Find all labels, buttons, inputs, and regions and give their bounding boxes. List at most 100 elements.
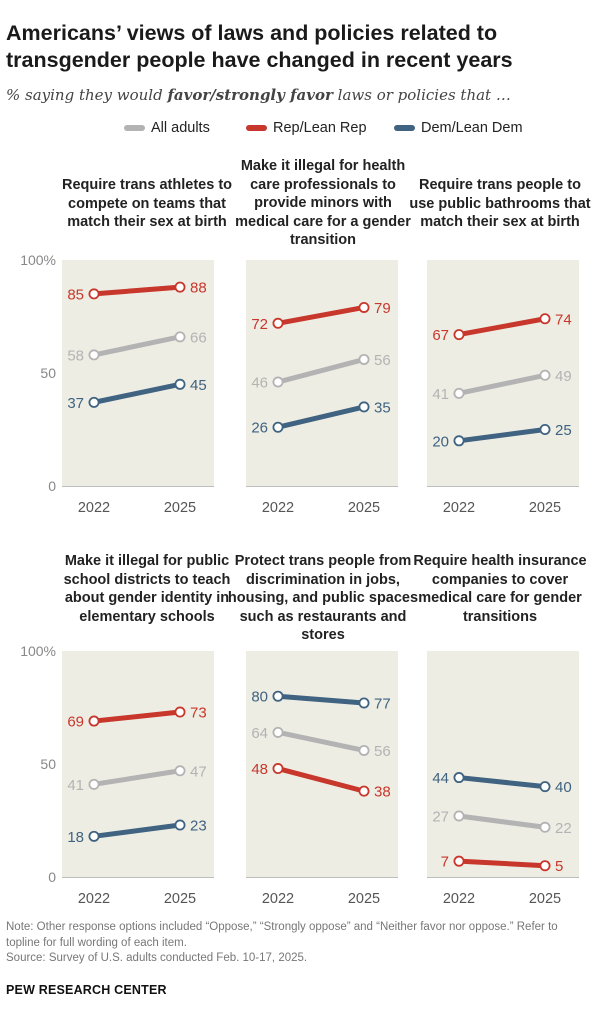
panel-title-6: Require health insurance companies to co… [413, 553, 587, 625]
subtitle-prefix: % saying they would [6, 86, 168, 104]
panel-6-all-line [456, 813, 548, 830]
panel-3-all-point-end [539, 369, 551, 381]
panel-3-all-line [456, 372, 548, 396]
panel-1-dem-line [91, 381, 183, 405]
source-text: Source: Survey of U.S. adults conducted … [6, 952, 308, 964]
panel-6-all-label-end: 22 [555, 820, 572, 837]
panel-1-all-point-end [174, 331, 186, 343]
panel-3-all-label-start: 41 [432, 386, 449, 403]
panel-2-dem-label-end: 35 [374, 399, 391, 416]
panel-2-dem-label-start: 26 [251, 420, 268, 437]
panel-title-1: Require trans athletes to compete on tea… [61, 177, 232, 230]
panel-1-all-label-end: 66 [190, 329, 207, 346]
panel-4-all-label-start: 41 [67, 777, 84, 794]
footnote: Note: Other response options included “O… [6, 920, 586, 967]
panel-2-rep-label-start: 72 [251, 316, 268, 333]
panel-4-rep-label-start: 69 [67, 714, 84, 731]
panel-2-dem-line [275, 404, 367, 430]
panel-4-xtick-2025: 2025 [164, 891, 196, 907]
panel-4-dem-line [91, 822, 183, 839]
panel-2-rep-point-end [358, 301, 370, 313]
panel-5-xtick-2022: 2022 [262, 891, 294, 907]
panel-4-ytick-0: 0 [48, 869, 56, 885]
panel-2-rep-point-start [272, 317, 284, 329]
subtitle-emphasis: favor/strongly favor [167, 86, 333, 104]
panel-2-xtick-2022: 2022 [262, 500, 294, 516]
legend-item-rep: Rep/Lean Rep [246, 120, 367, 136]
subtitle-suffix: laws or policies that … [332, 86, 511, 104]
panel-1-all-point-start [88, 349, 100, 361]
note-text: Note: Other response options included “O… [6, 921, 558, 949]
panel-4-all-point-start [88, 778, 100, 790]
panel-2-all-line [275, 356, 367, 385]
panel-2-dem-point-end [358, 401, 370, 413]
panel-6-rep-label-end: 5 [555, 858, 563, 875]
panel-5-dem-label-start: 80 [251, 689, 268, 706]
panel-5-xtick-2025: 2025 [348, 891, 380, 907]
panel-4-dem-label-end: 23 [190, 818, 207, 835]
panel-1-all-label-start: 58 [67, 347, 84, 364]
panel-6-background [427, 651, 579, 877]
panel-3-xtick-2025: 2025 [529, 500, 561, 516]
panel-3-all-label-end: 49 [555, 368, 572, 385]
panel-6-xtick-2025: 2025 [529, 891, 561, 907]
legend-label-rep: Rep/Lean Rep [273, 120, 367, 136]
panel-4-all-label-end: 47 [190, 763, 207, 780]
legend-swatch-rep [246, 125, 267, 131]
panel-3-dem-line [456, 427, 548, 444]
panel-4-rep-point-end [174, 706, 186, 718]
panel-3-dem-label-start: 20 [432, 433, 449, 450]
panel-5-all-label-end: 56 [374, 743, 391, 760]
panel-1-rep-label-start: 85 [67, 286, 84, 303]
legend-swatch-dem [394, 125, 415, 131]
panel-6-rep-point-start [453, 855, 465, 867]
panel-3-dem-point-start [453, 435, 465, 447]
panel-6-dem-label-end: 40 [555, 779, 572, 796]
chart-title: Americans’ views of laws and policies re… [6, 21, 513, 72]
panel-2-all-point-end [358, 353, 370, 365]
panel-6-dem-line [456, 775, 548, 790]
panel-6-rep-label-start: 7 [441, 854, 449, 871]
panel-title-4: Make it illegal for public school distri… [63, 553, 231, 625]
panel-6-dem-label-start: 44 [432, 770, 449, 787]
panel-4-ytick-50: 50 [40, 756, 56, 772]
panel-title-5: Protect trans people from discrimination… [227, 553, 419, 643]
panel-1-dem-point-start [88, 396, 100, 408]
panel-title-2: Make it illegal for health care professi… [235, 158, 411, 248]
panel-4-background [62, 651, 214, 877]
panel-4-dem-point-end [174, 819, 186, 831]
panel-title-3: Require trans people to use public bathr… [409, 177, 591, 230]
panel-5-background [246, 651, 398, 877]
panel-3-dem-label-end: 25 [555, 422, 572, 439]
panel-6-all-point-start [453, 810, 465, 822]
panel-1-background [62, 260, 214, 486]
legend-label-all-adults: All adults [151, 120, 210, 136]
panel-5-dem-line [275, 693, 367, 706]
panel-3-rep-point-start [453, 329, 465, 341]
panel-1-rep-point-start [88, 288, 100, 300]
panel-4-rep-label-end: 73 [190, 705, 207, 722]
panel-6-dem-point-end [539, 781, 551, 793]
chart-subtitle: % saying they would favor/strongly favor… [6, 86, 511, 104]
panel-5-rep-point-start [272, 763, 284, 775]
panel-1-dem-label-end: 45 [190, 377, 207, 394]
panel-4-all-point-end [174, 765, 186, 777]
panel-3-xtick-2022: 2022 [443, 500, 475, 516]
legend-item-all-adults: All adults [124, 120, 210, 136]
panel-4-ytick-100: 100% [20, 643, 56, 659]
panel-5-all-point-start [272, 726, 284, 738]
panel-5-rep-line [275, 766, 367, 794]
panel-6-xtick-2022: 2022 [443, 891, 475, 907]
panel-3-rep-label-start: 67 [432, 327, 449, 344]
panel-4-dem-point-start [88, 830, 100, 842]
panel-1-rep-line [91, 284, 183, 297]
panel-2-rep-line [275, 304, 367, 326]
panel-1-xtick-2022: 2022 [78, 500, 110, 516]
panel-4-rep-point-start [88, 715, 100, 727]
legend: All adults Rep/Lean Rep Dem/Lean Dem [0, 120, 596, 142]
panel-5-rep-label-end: 38 [374, 784, 391, 801]
panel-2-xtick-2025: 2025 [348, 500, 380, 516]
panel-1-dem-point-end [174, 378, 186, 390]
panel-5-all-line [275, 729, 367, 753]
